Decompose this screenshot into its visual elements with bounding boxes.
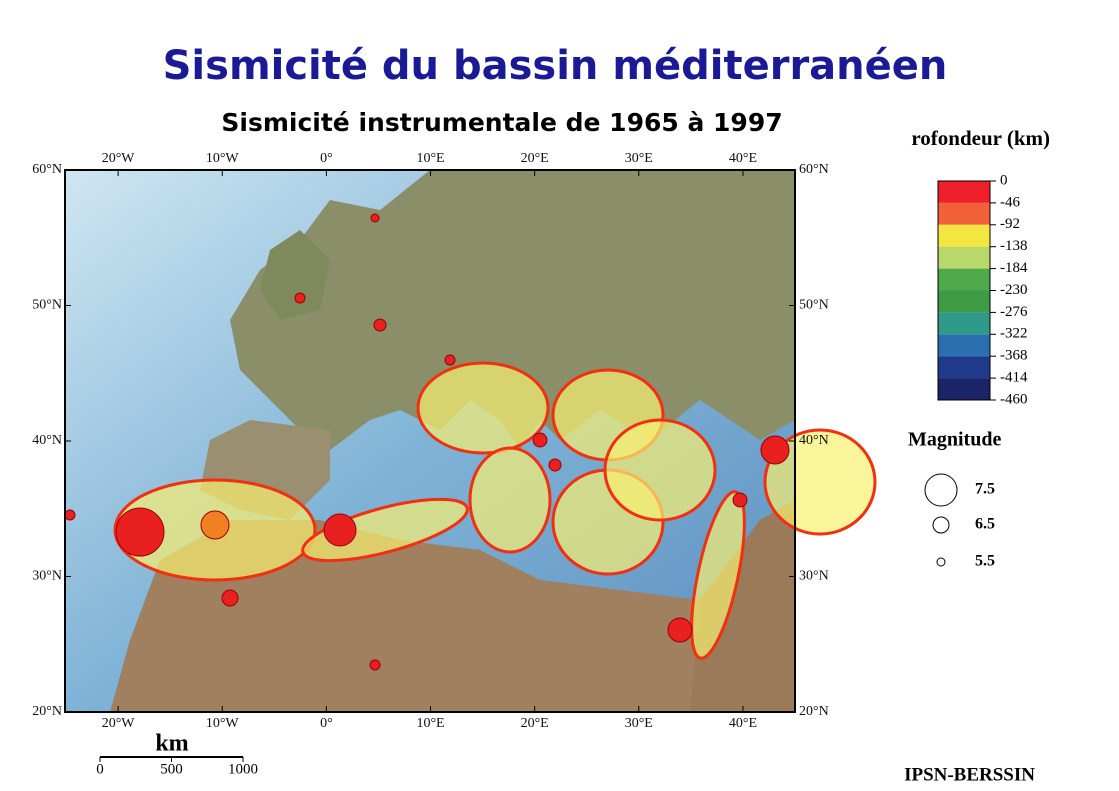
depth-label: -460 bbox=[1000, 391, 1028, 407]
zone bbox=[763, 428, 877, 536]
depth-band bbox=[938, 290, 990, 313]
quake bbox=[667, 617, 693, 643]
depth-label: -230 bbox=[1000, 282, 1028, 298]
depth-label: -92 bbox=[1000, 216, 1020, 232]
magnitude-circle bbox=[932, 516, 950, 534]
depth-label: -322 bbox=[1000, 326, 1028, 342]
quake bbox=[548, 458, 562, 472]
quake bbox=[444, 354, 456, 366]
lon-label: 30°E bbox=[625, 151, 653, 166]
lat-label: 50°N bbox=[799, 298, 829, 313]
zone bbox=[468, 446, 552, 554]
subtitle: Sismicité instrumentale de 1965 à 1997 bbox=[221, 108, 782, 137]
lat-label: 60°N bbox=[799, 162, 829, 177]
lat-label: 60°N bbox=[32, 162, 62, 177]
quake bbox=[64, 509, 76, 521]
lon-label: 40°E bbox=[729, 716, 757, 731]
magnitude-legend-title: Magnitude bbox=[908, 429, 1001, 451]
depth-band bbox=[938, 246, 990, 269]
lat-label: 40°N bbox=[32, 433, 62, 448]
quake bbox=[760, 435, 790, 465]
depth-band bbox=[938, 202, 990, 225]
depth-label: -276 bbox=[1000, 304, 1028, 320]
magnitude-circle bbox=[936, 557, 946, 567]
quake bbox=[369, 659, 381, 671]
zone bbox=[690, 490, 746, 660]
depth-band bbox=[938, 268, 990, 291]
scale-label: 1000 bbox=[228, 761, 258, 777]
lon-label: 20°E bbox=[521, 151, 549, 166]
lat-label: 40°N bbox=[799, 433, 829, 448]
scale-unit: km bbox=[155, 731, 188, 757]
magnitude-label: 6.5 bbox=[975, 516, 995, 533]
depth-band bbox=[938, 224, 990, 247]
arabia bbox=[690, 500, 795, 712]
magnitude-label: 7.5 bbox=[975, 481, 995, 498]
scale-label: 500 bbox=[160, 761, 183, 777]
quake bbox=[532, 432, 548, 448]
quake bbox=[323, 513, 357, 547]
depth-bar-frame bbox=[937, 180, 991, 401]
depth-band bbox=[938, 378, 990, 400]
lat-label: 30°N bbox=[799, 569, 829, 584]
quake bbox=[221, 589, 239, 607]
lon-label: 20°E bbox=[521, 716, 549, 731]
lon-label: 0° bbox=[320, 151, 333, 166]
depth-label: -138 bbox=[1000, 238, 1028, 254]
lon-label: 30°E bbox=[625, 716, 653, 731]
lon-label: 10°E bbox=[416, 151, 444, 166]
lat-label: 30°N bbox=[32, 569, 62, 584]
lat-label: 20°N bbox=[32, 704, 62, 719]
lon-label: 10°W bbox=[206, 716, 240, 731]
lat-label: 20°N bbox=[799, 704, 829, 719]
seismic-zones bbox=[64, 213, 877, 671]
lat-label: 50°N bbox=[32, 298, 62, 313]
depth-label: -46 bbox=[1000, 194, 1020, 210]
quake bbox=[115, 507, 165, 557]
quake bbox=[732, 492, 748, 508]
magnitude-circle bbox=[924, 473, 958, 507]
quake bbox=[370, 213, 380, 223]
britain bbox=[260, 230, 330, 320]
depth-band bbox=[938, 181, 990, 203]
quake bbox=[294, 292, 306, 304]
magnitude-label: 5.5 bbox=[975, 553, 995, 570]
depth-label: -368 bbox=[1000, 348, 1028, 364]
depth-band bbox=[938, 334, 990, 357]
quake bbox=[373, 318, 387, 332]
scale-label: 0 bbox=[96, 761, 104, 777]
lon-label: 10°E bbox=[416, 716, 444, 731]
zone bbox=[416, 361, 550, 455]
depth-legend-title: rofondeur (km) bbox=[911, 126, 1050, 150]
depth-label: -184 bbox=[1000, 260, 1028, 276]
quake bbox=[200, 510, 230, 540]
depth-label: -414 bbox=[1000, 370, 1028, 386]
lon-label: 20°W bbox=[102, 151, 136, 166]
depth-label: 0 bbox=[1000, 172, 1008, 188]
lon-label: 10°W bbox=[206, 151, 240, 166]
lon-label: 40°E bbox=[729, 151, 757, 166]
depth-band bbox=[938, 356, 990, 379]
credit: IPSN-BERSSIN bbox=[904, 764, 1035, 785]
europe bbox=[230, 170, 795, 450]
depth-band bbox=[938, 312, 990, 335]
lon-label: 20°W bbox=[102, 716, 136, 731]
title: Sismicité du bassin méditerranéen bbox=[163, 43, 948, 89]
zone bbox=[603, 418, 717, 522]
lon-label: 0° bbox=[320, 716, 333, 731]
